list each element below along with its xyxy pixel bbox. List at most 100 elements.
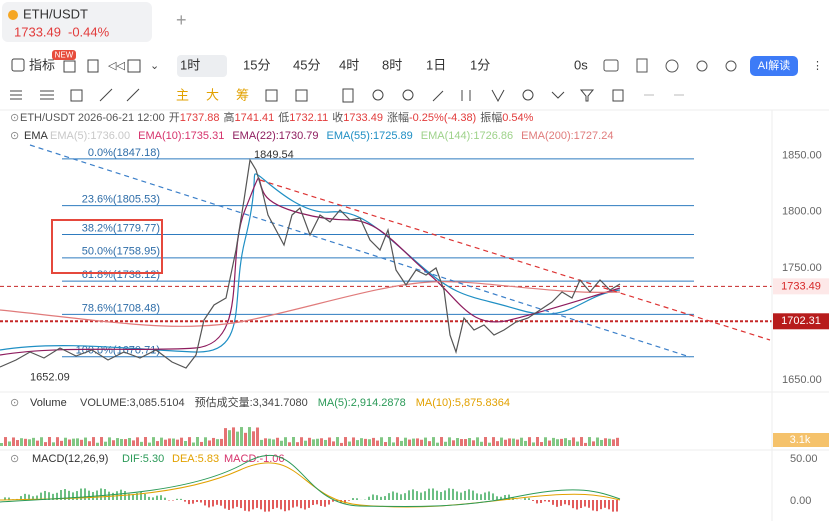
interval-button[interactable]: 4时 (339, 57, 359, 72)
alert-icon[interactable] (665, 59, 679, 73)
macd-bar (476, 493, 478, 500)
macd-bar (544, 500, 546, 502)
interval-button[interactable]: 1分 (470, 57, 490, 72)
volume-bar (416, 438, 419, 446)
volume-bar (28, 439, 31, 446)
volume-bar (264, 438, 267, 446)
interval-button[interactable]: 1日 (426, 57, 446, 72)
macd-bar (280, 500, 282, 510)
split-icon[interactable] (87, 59, 99, 73)
line-icon[interactable] (126, 88, 140, 102)
volume-bar (444, 441, 447, 446)
macd-bar (84, 488, 86, 500)
pen-icon[interactable] (99, 88, 113, 102)
indicator-button[interactable]: 指标 (29, 57, 55, 72)
ai-button[interactable]: AI解读 (758, 58, 790, 72)
tool-icon[interactable] (265, 89, 278, 102)
macd-bar (196, 500, 198, 502)
volume-bar (192, 442, 195, 446)
volume-bar (112, 440, 115, 446)
macd-axis-zero: 0.00 (790, 495, 811, 507)
indicator-icon[interactable] (11, 58, 25, 72)
volume-bar (528, 437, 531, 446)
volume-bar (448, 437, 451, 446)
macd-bar (548, 500, 550, 502)
tool-icon[interactable] (491, 89, 505, 103)
macd-bar (200, 500, 202, 503)
macd-bar (152, 497, 154, 500)
symbol-tab[interactable] (2, 2, 152, 42)
tool-button[interactable]: 主 (176, 87, 189, 102)
volume-bar (476, 437, 479, 446)
tool-icon[interactable] (342, 88, 354, 103)
rect-icon[interactable] (70, 89, 83, 102)
menu-icon[interactable] (10, 90, 22, 100)
volume-bar (284, 437, 287, 446)
drawing-icons[interactable] (10, 88, 624, 103)
interval-button[interactable]: 1时 (180, 57, 200, 72)
volume-bar (176, 439, 179, 446)
collapse-icon[interactable]: ⊙ (10, 397, 19, 409)
volume-bar (344, 437, 347, 446)
interval-button[interactable]: 8时 (382, 57, 402, 72)
tool-icon[interactable] (295, 89, 308, 102)
share-icon[interactable] (696, 60, 708, 72)
highlight-box (51, 219, 163, 274)
ema-value: EMA(5):1736.00 (50, 130, 130, 142)
tool-button[interactable]: 筹 (236, 87, 249, 102)
trash-icon[interactable] (612, 89, 624, 102)
volume-bar (184, 441, 187, 446)
collapse-icon[interactable]: ⊙ (10, 130, 19, 142)
macd-bar (184, 500, 186, 502)
interval-button[interactable]: 45分 (293, 57, 320, 72)
volume-bar (200, 441, 203, 446)
lines-icon[interactable] (40, 90, 54, 100)
price-tick-label: 1850.00 (782, 150, 822, 162)
ohlc-amp: 0.54% (502, 112, 533, 124)
tool-icon[interactable] (432, 90, 444, 102)
macd-bar (472, 490, 474, 500)
macd-bar (252, 500, 254, 510)
add-tab[interactable]: + (176, 10, 187, 30)
collapse-icon[interactable]: ⊙ (10, 453, 19, 465)
volume-bar (172, 438, 175, 446)
interval-button[interactable]: 15分 (243, 57, 270, 72)
doc-icon[interactable] (636, 58, 648, 73)
ema-value: EMA(10):1735.31 (138, 130, 224, 142)
volume-bar (572, 437, 575, 446)
collapse-icon[interactable]: ⊙ (10, 112, 19, 124)
ai-button-bg[interactable] (750, 56, 798, 76)
filter-icon[interactable] (579, 89, 595, 102)
volume-bar (144, 437, 147, 446)
more-icon[interactable]: ⋮ (812, 60, 823, 72)
volume-bar (76, 438, 79, 446)
layout-icon[interactable] (63, 60, 76, 73)
tool-icon[interactable] (461, 90, 471, 101)
tool-icon[interactable] (372, 89, 384, 101)
volume-bar (196, 437, 199, 446)
settings-icon[interactable] (725, 60, 737, 72)
tool-icon[interactable] (402, 89, 414, 101)
tool-button[interactable]: 大 (206, 87, 219, 102)
volume-bar (512, 438, 515, 446)
volume-bar (68, 439, 71, 446)
macd-bar (76, 491, 78, 500)
volume-bar (308, 437, 311, 446)
volume-bar (376, 440, 379, 446)
volume-bar (372, 437, 375, 446)
macd-dif: DIF:5.30 (122, 453, 164, 465)
volume-bar (560, 438, 563, 446)
template-icon[interactable] (127, 59, 141, 73)
new-badge-bg (52, 50, 76, 60)
macd-bar (380, 496, 382, 500)
replay-icon[interactable]: ◁◁ (108, 60, 125, 72)
macd-bar (456, 491, 458, 500)
tool-icon[interactable] (522, 89, 534, 101)
volume-bar (252, 431, 255, 446)
tool-icon[interactable] (551, 91, 565, 99)
dea-line (0, 462, 621, 508)
camera-icon[interactable] (603, 59, 619, 72)
volume-bar (480, 441, 483, 446)
macd-bar (204, 500, 206, 506)
dropdown-icon[interactable]: ⌄ (150, 60, 159, 72)
